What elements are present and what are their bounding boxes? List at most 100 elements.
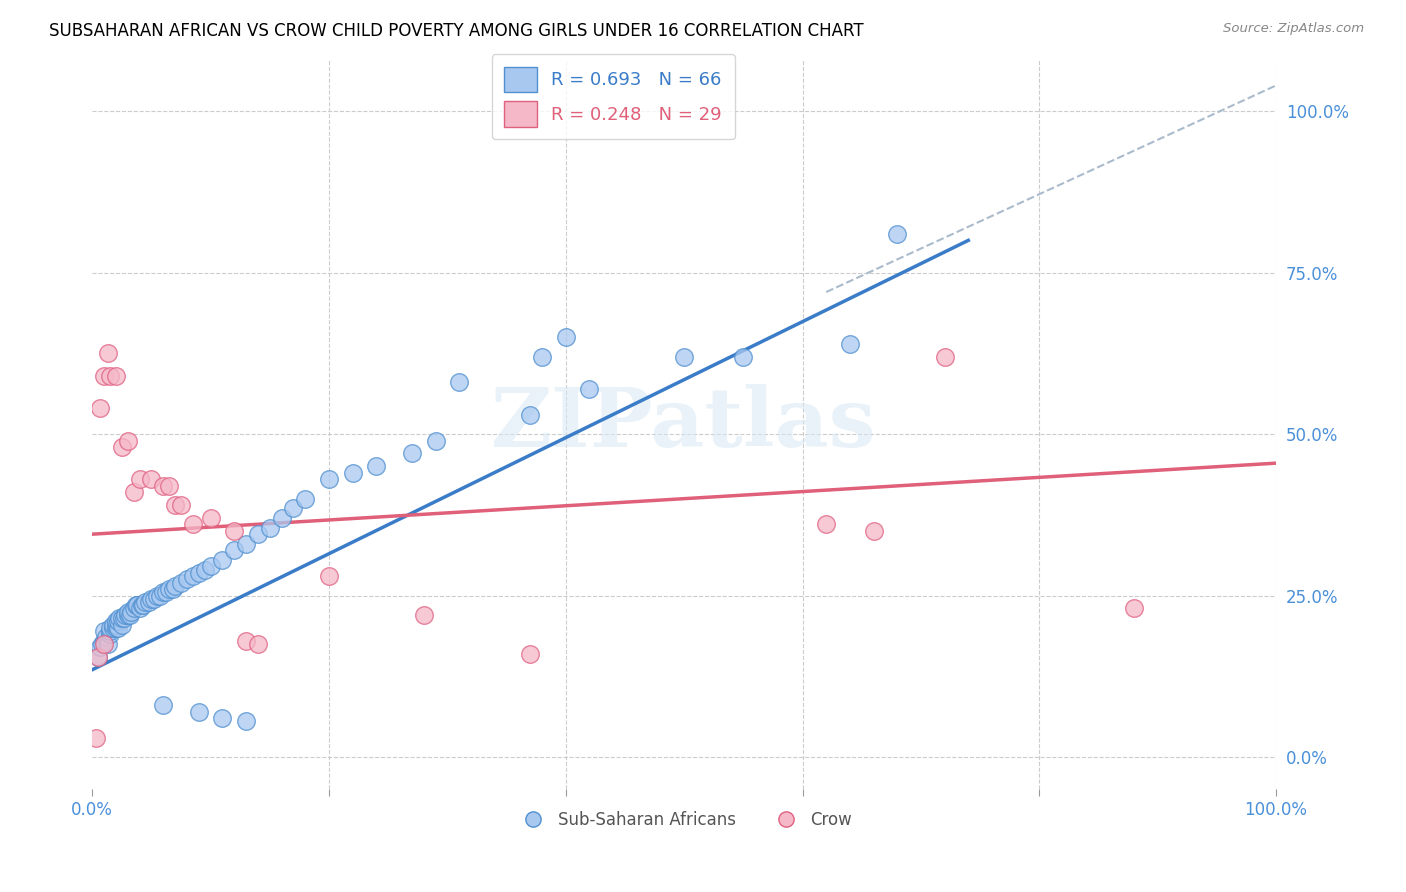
Point	[224, 524, 246, 538]
Point	[120, 605, 142, 619]
Point	[104, 369, 127, 384]
Point	[93, 637, 115, 651]
Point	[98, 621, 121, 635]
Point	[815, 517, 838, 532]
Point	[519, 647, 541, 661]
Point	[181, 517, 204, 532]
Point	[134, 595, 156, 609]
Point	[259, 521, 281, 535]
Point	[117, 434, 139, 448]
Point	[1123, 601, 1146, 615]
Text: Source: ZipAtlas.com: Source: ZipAtlas.com	[1223, 22, 1364, 36]
Point	[93, 624, 115, 638]
Point	[98, 369, 121, 384]
Point	[104, 617, 127, 632]
Point	[104, 615, 127, 629]
Point	[104, 621, 127, 635]
Point	[84, 731, 107, 745]
Point	[170, 498, 193, 512]
Point	[125, 598, 148, 612]
Point	[142, 591, 165, 606]
Point	[554, 330, 576, 344]
Text: SUBSAHARAN AFRICAN VS CROW CHILD POVERTY AMONG GIRLS UNDER 16 CORRELATION CHART: SUBSAHARAN AFRICAN VS CROW CHILD POVERTY…	[49, 22, 863, 40]
Point	[162, 582, 184, 596]
Point	[122, 485, 145, 500]
Point	[235, 633, 257, 648]
Point	[111, 617, 134, 632]
Text: ZIPatlas: ZIPatlas	[491, 384, 877, 465]
Point	[87, 649, 110, 664]
Point	[519, 408, 541, 422]
Point	[97, 637, 120, 651]
Point	[128, 601, 150, 615]
Point	[181, 569, 204, 583]
Point	[117, 607, 139, 622]
Point	[194, 563, 217, 577]
Point	[152, 698, 174, 713]
Point	[165, 579, 187, 593]
Point	[141, 591, 163, 606]
Point	[733, 350, 755, 364]
Point	[155, 585, 177, 599]
Point	[578, 382, 600, 396]
Point	[235, 537, 257, 551]
Point	[107, 615, 129, 629]
Point	[211, 711, 233, 725]
Point	[117, 605, 139, 619]
Point	[128, 472, 150, 486]
Point	[200, 511, 222, 525]
Point	[152, 479, 174, 493]
Point	[211, 553, 233, 567]
Point	[366, 459, 388, 474]
Point	[90, 637, 112, 651]
Point	[283, 501, 305, 516]
Point	[111, 611, 134, 625]
Point	[187, 705, 209, 719]
Point	[200, 559, 222, 574]
Point	[114, 607, 136, 622]
Point	[401, 446, 423, 460]
Point	[111, 440, 134, 454]
Point	[141, 472, 163, 486]
Point	[120, 607, 142, 622]
Point	[449, 376, 471, 390]
Point	[224, 543, 246, 558]
Point	[93, 633, 115, 648]
Point	[89, 640, 111, 655]
Point	[89, 401, 111, 416]
Point	[93, 369, 115, 384]
Point	[157, 479, 180, 493]
Point	[531, 350, 554, 364]
Point	[246, 637, 269, 651]
Point	[157, 582, 180, 596]
Point	[246, 527, 269, 541]
Point	[152, 585, 174, 599]
Point	[318, 472, 340, 486]
Legend: Sub-Saharan Africans, Crow: Sub-Saharan Africans, Crow	[509, 805, 859, 836]
Point	[96, 631, 118, 645]
Point	[131, 598, 153, 612]
Point	[318, 569, 340, 583]
Point	[673, 350, 696, 364]
Point	[132, 598, 155, 612]
Point	[108, 611, 131, 625]
Point	[149, 589, 172, 603]
Point	[127, 598, 149, 612]
Point	[270, 511, 292, 525]
Point	[107, 621, 129, 635]
Point	[294, 491, 316, 506]
Point	[187, 566, 209, 580]
Point	[165, 498, 187, 512]
Point	[934, 350, 956, 364]
Point	[122, 601, 145, 615]
Point	[103, 621, 125, 635]
Point	[170, 575, 193, 590]
Point	[886, 227, 908, 241]
Point	[97, 346, 120, 360]
Point	[138, 595, 160, 609]
Point	[838, 336, 860, 351]
Point	[146, 589, 169, 603]
Point	[98, 624, 121, 638]
Point	[176, 573, 198, 587]
Point	[103, 617, 125, 632]
